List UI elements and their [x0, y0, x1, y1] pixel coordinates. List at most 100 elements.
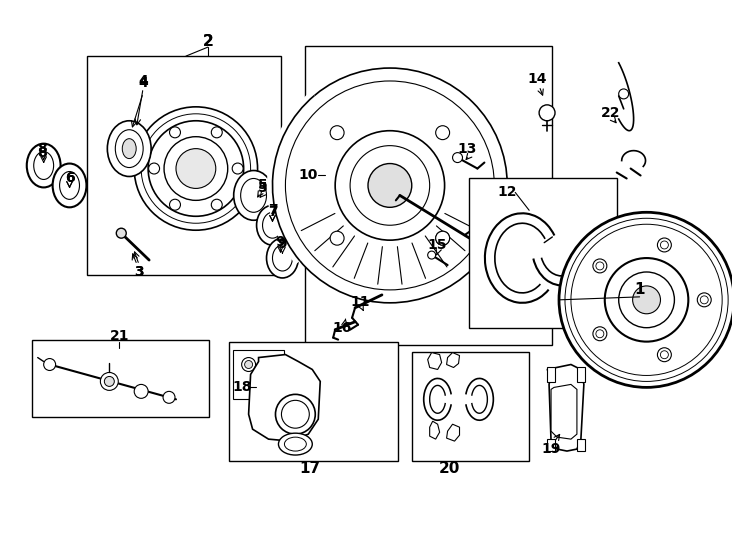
Circle shape: [286, 81, 494, 290]
Ellipse shape: [241, 179, 266, 212]
Text: 18: 18: [233, 380, 252, 394]
Text: 20: 20: [439, 462, 460, 476]
Ellipse shape: [26, 144, 61, 187]
Circle shape: [43, 359, 56, 370]
Circle shape: [211, 127, 222, 138]
Circle shape: [593, 259, 607, 273]
Circle shape: [134, 384, 148, 399]
Bar: [577, 439, 585, 451]
Circle shape: [164, 137, 228, 200]
Polygon shape: [551, 384, 577, 439]
Bar: [547, 439, 555, 451]
Circle shape: [148, 121, 244, 217]
Circle shape: [141, 114, 250, 223]
Circle shape: [350, 146, 429, 225]
Polygon shape: [429, 421, 440, 439]
Circle shape: [104, 376, 115, 387]
Circle shape: [559, 212, 734, 387]
Circle shape: [368, 164, 412, 207]
Text: 4: 4: [138, 74, 148, 88]
Circle shape: [436, 231, 450, 245]
Circle shape: [700, 296, 708, 304]
Polygon shape: [428, 353, 442, 369]
Text: 1: 1: [634, 282, 645, 298]
Circle shape: [232, 163, 243, 174]
Circle shape: [170, 127, 181, 138]
Text: 8: 8: [37, 146, 46, 160]
Circle shape: [697, 293, 711, 307]
Text: 21: 21: [109, 329, 129, 343]
Ellipse shape: [233, 171, 274, 220]
Text: 3: 3: [134, 265, 144, 279]
Ellipse shape: [278, 433, 312, 455]
Bar: [470, 179, 617, 328]
Circle shape: [436, 231, 450, 245]
Circle shape: [275, 394, 316, 434]
Bar: [87, 56, 281, 275]
Circle shape: [101, 373, 118, 390]
Circle shape: [619, 89, 628, 99]
Text: 10: 10: [299, 168, 318, 183]
Circle shape: [453, 153, 462, 163]
Circle shape: [658, 348, 672, 362]
Text: 5: 5: [258, 181, 267, 195]
Circle shape: [596, 262, 604, 270]
Text: 13: 13: [458, 141, 477, 156]
Ellipse shape: [257, 205, 288, 245]
Circle shape: [148, 163, 159, 174]
Ellipse shape: [53, 164, 87, 207]
Circle shape: [661, 241, 669, 249]
Text: 15: 15: [428, 238, 448, 252]
Text: 6: 6: [65, 172, 74, 185]
Text: 5: 5: [258, 178, 267, 192]
Circle shape: [116, 228, 126, 238]
Text: 17: 17: [299, 462, 321, 476]
Circle shape: [633, 286, 661, 314]
Text: 7: 7: [268, 203, 277, 217]
Circle shape: [281, 400, 309, 428]
Circle shape: [565, 218, 728, 381]
Circle shape: [605, 258, 688, 342]
Circle shape: [596, 330, 604, 338]
Polygon shape: [547, 364, 584, 451]
Bar: [412, 352, 529, 461]
Circle shape: [211, 199, 222, 210]
Circle shape: [658, 238, 672, 252]
Circle shape: [436, 126, 450, 140]
Circle shape: [593, 327, 607, 341]
Circle shape: [272, 68, 507, 303]
Circle shape: [619, 272, 675, 328]
Bar: [233, 349, 285, 400]
Text: 19: 19: [542, 442, 561, 456]
Text: 11: 11: [350, 295, 370, 309]
Ellipse shape: [107, 121, 151, 177]
Text: 3: 3: [134, 265, 144, 279]
Ellipse shape: [285, 437, 306, 451]
Circle shape: [241, 357, 255, 372]
Ellipse shape: [115, 130, 143, 167]
Circle shape: [330, 126, 344, 140]
Ellipse shape: [263, 212, 283, 238]
Circle shape: [134, 107, 258, 230]
Polygon shape: [446, 424, 459, 441]
Circle shape: [263, 368, 275, 380]
Text: 7: 7: [268, 205, 277, 219]
Ellipse shape: [272, 245, 292, 271]
Text: 22: 22: [601, 106, 620, 120]
Circle shape: [428, 251, 436, 259]
Text: 9: 9: [277, 237, 287, 251]
Bar: [229, 342, 398, 461]
Ellipse shape: [123, 139, 137, 159]
Circle shape: [163, 392, 175, 403]
Polygon shape: [446, 353, 459, 368]
Bar: [547, 368, 555, 382]
Text: 2: 2: [203, 33, 213, 49]
Bar: [305, 46, 552, 345]
Circle shape: [330, 231, 344, 245]
Text: 8: 8: [37, 141, 46, 156]
Text: 9: 9: [276, 235, 286, 249]
Circle shape: [571, 224, 722, 375]
Circle shape: [539, 105, 555, 121]
Ellipse shape: [59, 172, 79, 199]
Text: 14: 14: [527, 72, 547, 86]
